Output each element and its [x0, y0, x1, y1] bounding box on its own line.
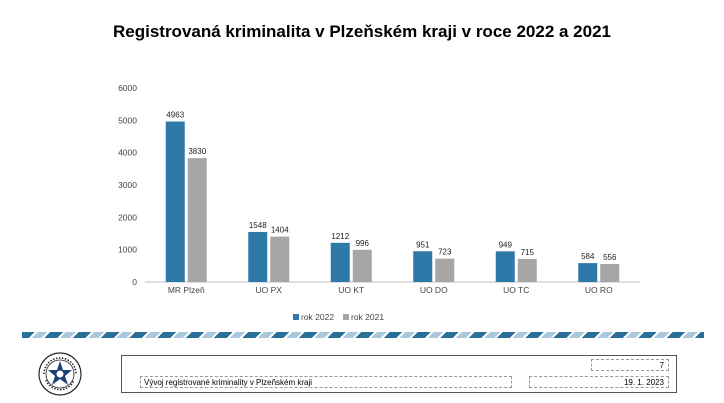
y-tick-label: 1000 — [118, 245, 137, 255]
data-label: 1404 — [271, 226, 289, 235]
decorative-divider — [22, 332, 704, 338]
bar-2022 — [165, 121, 185, 282]
legend-label: rok 2021 — [351, 312, 384, 322]
police-logo-icon — [38, 352, 82, 396]
footer-box: 7 Vývoj registrované kriminality v Plzeň… — [121, 355, 677, 393]
bar-2021 — [187, 158, 207, 282]
bar-2021 — [270, 236, 290, 282]
x-tick-label: UO KT — [338, 285, 364, 295]
legend-label: rok 2022 — [301, 312, 334, 322]
data-label: 3830 — [188, 147, 206, 156]
x-tick-label: MR Plzeň — [168, 285, 205, 295]
data-label: 715 — [521, 248, 535, 257]
footer-page-number: 7 — [591, 359, 669, 371]
data-label: 996 — [356, 239, 370, 248]
bar-2021 — [352, 249, 372, 282]
data-label: 4963 — [166, 111, 184, 120]
bar-2022 — [578, 263, 598, 282]
bar-2022 — [413, 251, 433, 282]
data-label: 723 — [438, 248, 452, 257]
y-tick-label: 4000 — [118, 148, 137, 158]
x-tick-label: UO PX — [256, 285, 283, 295]
bar-2021 — [517, 258, 537, 282]
footer-date: 19. 1. 2023 — [529, 376, 669, 388]
x-tick-label: UO DO — [420, 285, 448, 295]
y-tick-label: 3000 — [118, 180, 137, 190]
data-label: 949 — [499, 240, 513, 249]
chart-title: Registrovaná kriminalita v Plzeňském kra… — [112, 22, 611, 41]
y-tick-label: 6000 — [118, 83, 137, 93]
x-tick-label: UO TC — [503, 285, 529, 295]
data-label: 1212 — [331, 232, 349, 241]
legend-swatch — [343, 314, 349, 320]
bar-2022 — [248, 231, 268, 282]
bar-2021 — [435, 258, 455, 282]
footer-description: Vývoj registrované kriminality v Plzeňsk… — [140, 376, 512, 388]
data-label: 951 — [416, 240, 430, 249]
y-tick-label: 5000 — [118, 115, 137, 125]
data-label: 584 — [581, 252, 595, 261]
y-tick-label: 2000 — [118, 212, 137, 222]
y-tick-label: 0 — [132, 277, 137, 287]
bar-chart: 0 1000 2000 3000 4000 5000 6000 4963 3830 MR Plze… — [118, 83, 640, 322]
x-tick-label: UO RO — [585, 285, 613, 295]
data-label: 556 — [603, 253, 617, 262]
data-label: 1548 — [249, 221, 267, 230]
bar-2022 — [495, 251, 515, 282]
legend-swatch — [293, 314, 299, 320]
bar-2021 — [600, 264, 620, 282]
bar-2022 — [330, 242, 350, 282]
